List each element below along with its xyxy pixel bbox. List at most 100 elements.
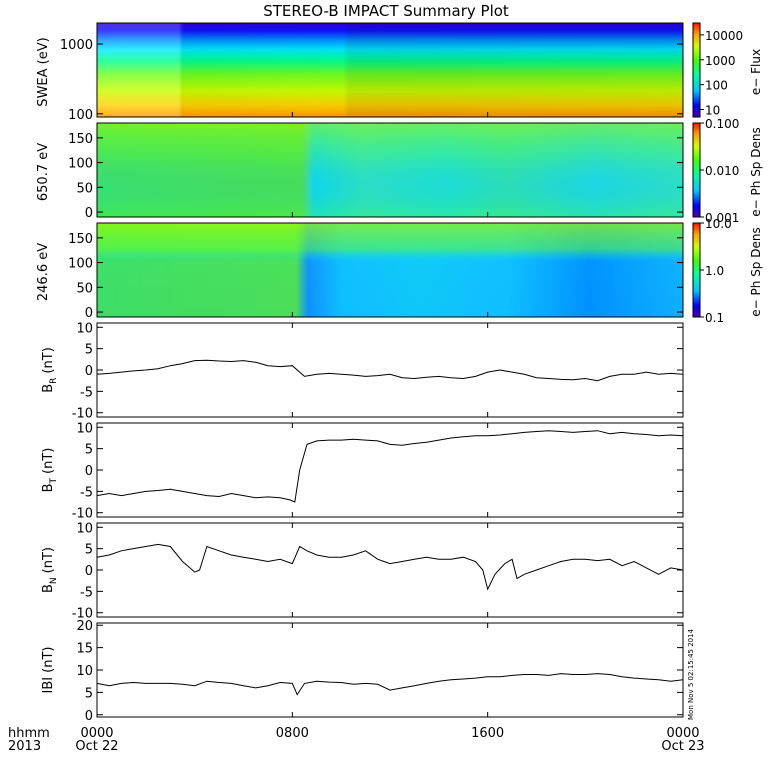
pad246-colorbar-label: e− Ph Sp Dens bbox=[749, 227, 763, 316]
pad650-ytick-label: 0 bbox=[85, 206, 93, 221]
swea-colorbar-ticks: 10 100 1000 10000 bbox=[700, 29, 743, 118]
br-ylabel-main: B bbox=[41, 384, 56, 393]
pad650-colorbar-tick-label: 0.001 bbox=[705, 211, 739, 225]
pad246-y-ticks: 0 50 100 150 bbox=[68, 232, 684, 321]
pad650-colorbar-tick-label: 0.100 bbox=[705, 117, 739, 131]
bn-ytick-label: -5 bbox=[80, 585, 93, 600]
bn-panel: -10 -5 0 5 10 BN (nT) bbox=[41, 521, 684, 622]
swea-colorbar-tick-label: 10000 bbox=[705, 29, 743, 43]
time-tick-label: 1600 bbox=[471, 726, 504, 741]
time-axis-row1-label: hhmm bbox=[8, 726, 50, 741]
bn-ytick-label: -10 bbox=[72, 607, 93, 622]
swea-colorbar-tick-label: 10 bbox=[705, 104, 720, 118]
br-ytick-label: -5 bbox=[80, 385, 93, 400]
br-ytick-label: 0 bbox=[85, 364, 93, 379]
bmag-ylabel-main: IBI bbox=[41, 677, 56, 694]
bn-ytick-label: 10 bbox=[76, 521, 93, 536]
swea-ytick-label: 100 bbox=[68, 108, 93, 123]
br-ytick-label: -10 bbox=[72, 407, 93, 422]
br-panel: -10 -5 0 5 10 BR (nT) bbox=[41, 321, 684, 422]
swea-colorbar-tick-label: 100 bbox=[705, 79, 728, 93]
bn-ylabel: BN (nT) bbox=[41, 547, 59, 593]
pad650-frame bbox=[96, 122, 684, 218]
pad650-ytick-label: 50 bbox=[76, 181, 93, 196]
pad246-spectrogram-panel: 0 50 100 150 246.6 eV 0.1 1.0 10.0 e− Ph Sp D… bbox=[36, 217, 763, 325]
swea-y-ticks: 100 1000 bbox=[60, 38, 684, 123]
bn-ylabel-subscript: N bbox=[49, 577, 59, 584]
pad650-colorbar-ticks: 0.001 0.010 0.100 bbox=[700, 117, 739, 225]
bn-ylabel-main: B bbox=[41, 584, 56, 593]
bmag-ytick-label: 15 bbox=[76, 642, 93, 657]
pad246-ylabel: 246.6 eV bbox=[36, 243, 51, 301]
bn-ylabel-unit: (nT) bbox=[41, 547, 56, 573]
time-tick-label: 0800 bbox=[276, 726, 309, 741]
bt-ylabel-unit: (nT) bbox=[41, 448, 56, 474]
pad246-spectrogram-shading bbox=[97, 223, 683, 317]
pad246-colorbar-tick-label: 10.0 bbox=[705, 217, 732, 231]
date-tick-label: Oct 22 bbox=[75, 739, 118, 754]
swea-colorbar-label: e− Flux bbox=[749, 49, 763, 95]
br-ylabel-subscript: R bbox=[49, 378, 59, 384]
pad246-colorbar bbox=[692, 222, 701, 318]
bn-series-line bbox=[96, 543, 684, 591]
bmag-series-line bbox=[96, 673, 684, 696]
pad650-ytick-label: 150 bbox=[68, 132, 93, 147]
date-tick-label: Oct 23 bbox=[661, 739, 704, 754]
bmag-ytick-label: 0 bbox=[85, 709, 93, 724]
swea-ylabel: SWEA (eV) bbox=[36, 37, 51, 106]
br-frame bbox=[96, 322, 684, 418]
pad650-colorbar-tick-label: 0.010 bbox=[705, 164, 739, 178]
swea-colorbar-tick-label: 1000 bbox=[705, 54, 736, 68]
swea-spectrogram-modulation bbox=[97, 23, 683, 117]
pad246-colorbar-ticks: 0.1 1.0 10.0 bbox=[700, 217, 732, 325]
br-ylabel: BR (nT) bbox=[41, 347, 59, 393]
swea-ytick-label: 1000 bbox=[60, 38, 93, 53]
pad650-spectrogram-shading bbox=[97, 123, 683, 217]
br-ylabel-unit: (nT) bbox=[41, 347, 56, 373]
pad650-ytick-label: 100 bbox=[68, 157, 93, 172]
pad650-y-ticks: 0 50 100 150 bbox=[68, 132, 684, 221]
timestamp-note: Mon Nov 5 02:15:45 2014 bbox=[687, 628, 695, 720]
pad650-colorbar bbox=[692, 122, 701, 218]
bt-panel: -10 -5 0 5 10 BT (nT) bbox=[41, 421, 684, 522]
bt-ylabel-main: B bbox=[41, 483, 56, 492]
pad246-ytick-label: 0 bbox=[85, 306, 93, 321]
bmag-frame bbox=[96, 622, 684, 718]
magnetic-field-panels: -10-50510BR(nT)-10-50510BT(nT)-10-50510B… bbox=[41, 321, 684, 724]
bmag-ytick-label: 20 bbox=[76, 619, 93, 634]
pad246-ytick-label: 100 bbox=[68, 257, 93, 272]
bmag-panel: 0 5 10 15 20 IBI (nT) bbox=[41, 619, 684, 724]
pad650-colorbar-label: e− Ph Sp Dens bbox=[749, 127, 763, 216]
time-tick-label: 0000 bbox=[80, 726, 113, 741]
bmag-ylabel: IBI (nT) bbox=[41, 647, 56, 694]
br-ytick-label: 10 bbox=[76, 321, 93, 336]
bn-ytick-label: 5 bbox=[85, 543, 93, 558]
br-series-line bbox=[96, 359, 684, 382]
bt-ylabel-subscript: T bbox=[49, 477, 59, 484]
pad650-spectrogram-panel: 0 50 100 150 650.7 eV 0.001 0.010 0.100 e− Ph… bbox=[36, 117, 763, 225]
bmag-ytick-label: 10 bbox=[76, 664, 93, 679]
bt-ytick-label: -10 bbox=[72, 507, 93, 522]
bt-ytick-label: 10 bbox=[76, 421, 93, 436]
bn-frame bbox=[96, 522, 684, 618]
pad650-ylabel: 650.7 eV bbox=[36, 143, 51, 201]
swea-frame bbox=[96, 22, 684, 118]
pad246-colorbar-tick-label: 1.0 bbox=[705, 264, 724, 278]
bt-series-line bbox=[96, 430, 684, 503]
plot-title: STEREO-B IMPACT Summary Plot bbox=[263, 2, 509, 20]
bt-ytick-label: 0 bbox=[85, 464, 93, 479]
bt-ylabel: BT (nT) bbox=[41, 448, 59, 493]
pad246-ytick-label: 150 bbox=[68, 232, 93, 247]
swea-spectrogram-panel: 100 1000 SWEA (eV) 10 100 1000 10000 e− Flux bbox=[36, 22, 763, 123]
swea-colorbar bbox=[692, 22, 701, 118]
pad246-ytick-label: 50 bbox=[76, 281, 93, 296]
bt-frame bbox=[96, 422, 684, 518]
time-axis-row2-label: 2013 bbox=[8, 739, 41, 754]
bn-ytick-label: 0 bbox=[85, 564, 93, 579]
bt-ytick-label: -5 bbox=[80, 485, 93, 500]
bmag-ytick-label: 5 bbox=[85, 686, 93, 701]
bmag-ylabel-unit: (nT) bbox=[41, 647, 56, 673]
br-ytick-label: 5 bbox=[85, 343, 93, 358]
